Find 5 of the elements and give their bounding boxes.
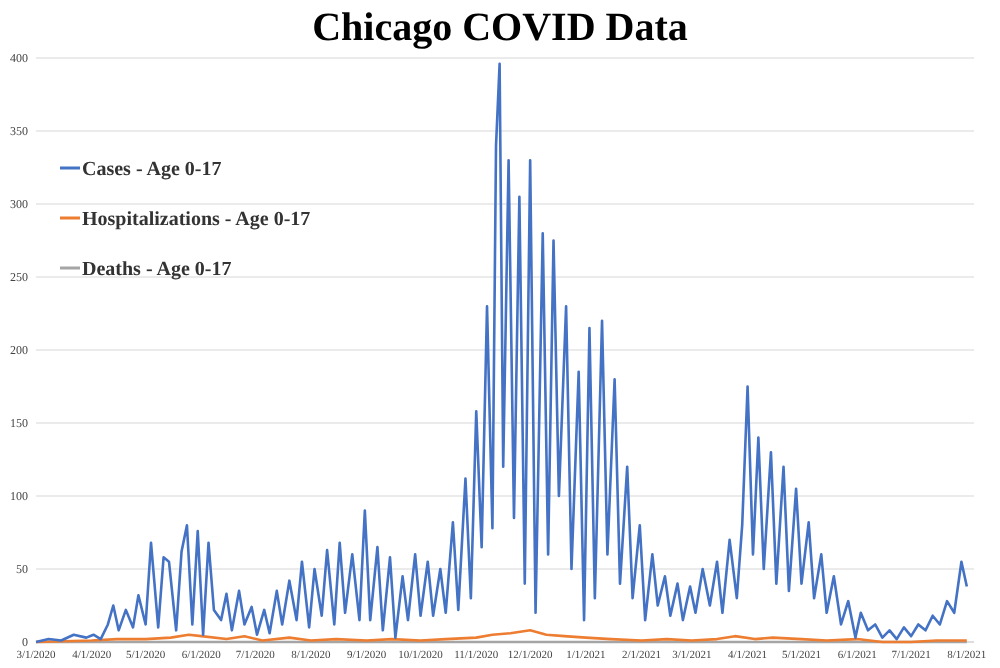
chart-title: Chicago COVID Data <box>312 6 688 50</box>
legend-label: Hospitalizations - Age 0-17 <box>82 209 311 231</box>
legend-label: Deaths - Age 0-17 <box>82 259 232 281</box>
line-series <box>34 62 969 644</box>
legend-label: Cases - Age 0-17 <box>82 159 222 181</box>
